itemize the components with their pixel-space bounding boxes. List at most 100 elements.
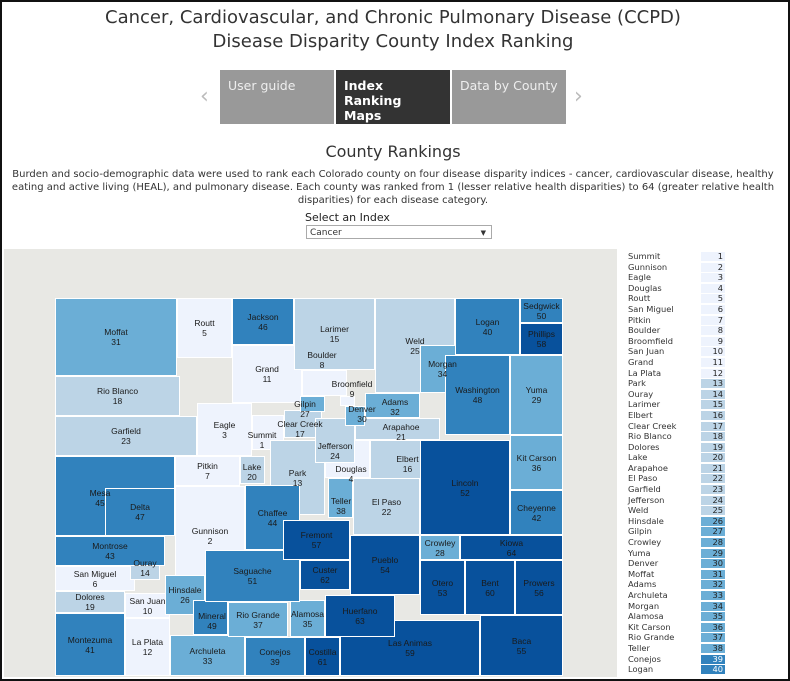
county-pitkin[interactable]	[175, 456, 240, 486]
county-custer[interactable]	[300, 560, 350, 590]
county-kit-carson[interactable]	[510, 435, 563, 490]
county-el-paso[interactable]	[353, 478, 420, 535]
county-larimer[interactable]	[294, 298, 375, 370]
ranking-row[interactable]: Adams 32	[628, 579, 728, 590]
county-washington[interactable]	[445, 355, 510, 435]
county-montrose[interactable]	[55, 536, 165, 566]
chevron-right-icon[interactable]: ›	[574, 84, 583, 109]
county-dolores[interactable]	[55, 591, 125, 613]
ranking-row[interactable]: Dolores 19	[628, 442, 728, 453]
ranking-row[interactable]: Hinsdale 26	[628, 516, 728, 527]
tab-user-guide[interactable]: User guide	[220, 70, 334, 124]
county-costilla[interactable]	[305, 637, 340, 676]
county-map[interactable]: Summit 1 Gunnison 2 Eagle 3 Douglas 4 Routt 5 San …	[4, 249, 617, 677]
county-fremont[interactable]	[283, 520, 350, 560]
ranking-row[interactable]: El Paso 22	[628, 473, 728, 484]
ranking-row[interactable]: Douglas 4	[628, 283, 728, 294]
county-rio-blanco[interactable]	[55, 376, 180, 416]
county-prowers[interactable]	[515, 560, 563, 615]
ranking-row[interactable]: La Plata 12	[628, 368, 728, 379]
ranking-row[interactable]: Kit Carson 36	[628, 622, 728, 633]
ranking-row[interactable]: Pitkin 7	[628, 315, 728, 326]
county-alamosa[interactable]	[290, 600, 325, 637]
ranking-row[interactable]: Garfield 23	[628, 484, 728, 495]
ranking-row[interactable]: San Juan 10	[628, 346, 728, 357]
county-yuma[interactable]	[510, 355, 563, 435]
county-bent[interactable]	[465, 560, 515, 615]
ranking-row[interactable]: Ouray 14	[628, 389, 728, 400]
ranking-rank-badge: 1	[701, 252, 725, 261]
ranking-row[interactable]: Rio Grande 37	[628, 632, 728, 643]
county-montezuma[interactable]	[55, 613, 125, 676]
ranking-row[interactable]: Elbert 16	[628, 410, 728, 421]
ranking-row[interactable]: Rio Blanco 18	[628, 431, 728, 442]
ranking-row[interactable]: Teller 38	[628, 643, 728, 654]
county-eagle[interactable]	[197, 403, 252, 456]
county-denver[interactable]	[345, 406, 365, 426]
tab-data-by-county[interactable]: Data by County	[452, 70, 566, 124]
ranking-row[interactable]: Weld 25	[628, 505, 728, 516]
ranking-row[interactable]: Park 13	[628, 378, 728, 389]
county-lake[interactable]	[240, 456, 265, 484]
county-lincoln[interactable]	[420, 440, 510, 535]
ranking-row[interactable]: San Miguel 6	[628, 304, 728, 315]
ranking-row[interactable]: Gunnison 2	[628, 262, 728, 273]
ranking-row[interactable]: Lake 20	[628, 452, 728, 463]
ranking-row[interactable]: Grand 11	[628, 357, 728, 368]
ranking-rank-badge: 35	[701, 612, 725, 622]
ranking-row[interactable]: Eagle 3	[628, 272, 728, 283]
county-broomfield[interactable]	[340, 396, 355, 406]
ranking-row[interactable]: Routt 5	[628, 293, 728, 304]
county-adams[interactable]	[365, 393, 420, 418]
ranking-row[interactable]: Denver 30	[628, 558, 728, 569]
ranking-row[interactable]: Broomfield 9	[628, 336, 728, 347]
county-la-plata[interactable]	[125, 618, 170, 676]
county-san-juan[interactable]	[125, 593, 170, 618]
county-logan[interactable]	[455, 298, 520, 355]
ranking-row[interactable]: Conejos 39	[628, 654, 728, 665]
ranking-row[interactable]: Clear Creek 17	[628, 421, 728, 432]
ranking-row[interactable]: Archuleta 33	[628, 590, 728, 601]
county-boulder[interactable]	[302, 370, 347, 396]
county-archuleta[interactable]	[170, 635, 245, 676]
index-select[interactable]: Cancer ▼	[306, 225, 492, 239]
county-huerfano[interactable]	[325, 595, 395, 637]
ranking-row[interactable]: Yuma 29	[628, 548, 728, 559]
county-gilpin[interactable]	[300, 396, 325, 412]
county-mineral[interactable]	[193, 600, 228, 635]
ranking-row[interactable]: Alamosa 35	[628, 611, 728, 622]
county-crowley[interactable]	[420, 535, 460, 560]
county-phillips[interactable]	[520, 323, 563, 355]
ranking-row[interactable]: Jefferson 24	[628, 495, 728, 506]
county-delta[interactable]	[105, 488, 175, 536]
ranking-row[interactable]: Arapahoe 21	[628, 463, 728, 474]
county-garfield[interactable]	[55, 416, 197, 456]
ranking-rank-badge: 29	[701, 548, 725, 558]
county-rio-grande[interactable]	[228, 602, 288, 637]
county-san-miguel[interactable]	[55, 566, 135, 591]
county-teller[interactable]	[328, 478, 353, 518]
ranking-row[interactable]: Boulder 8	[628, 325, 728, 336]
county-grand[interactable]	[232, 345, 302, 403]
chevron-left-icon[interactable]: ‹	[200, 84, 209, 109]
ranking-row[interactable]: Morgan 34	[628, 601, 728, 612]
county-routt[interactable]	[177, 298, 232, 358]
tab-index-ranking-maps[interactable]: Index Ranking Maps	[336, 70, 450, 124]
county-jackson[interactable]	[232, 298, 294, 345]
ranking-row[interactable]: Moffat 31	[628, 569, 728, 580]
county-cheyenne[interactable]	[510, 490, 563, 535]
county-pueblo[interactable]	[350, 535, 420, 595]
ranking-row[interactable]: Crowley 28	[628, 537, 728, 548]
ranking-row[interactable]: Larimer 15	[628, 399, 728, 410]
ranking-row[interactable]: Summit 1	[628, 251, 728, 262]
ranking-row[interactable]: Gilpin 27	[628, 526, 728, 537]
county-kiowa[interactable]	[460, 535, 563, 560]
county-arapahoe[interactable]	[355, 418, 440, 440]
county-baca[interactable]	[480, 615, 563, 676]
ranking-row[interactable]: Logan 40	[628, 664, 728, 675]
ranking-rank-badge: 21	[701, 463, 725, 473]
county-sedgwick[interactable]	[520, 298, 563, 323]
county-moffat[interactable]	[55, 298, 177, 376]
county-conejos[interactable]	[245, 637, 305, 676]
county-otero[interactable]	[420, 560, 465, 615]
